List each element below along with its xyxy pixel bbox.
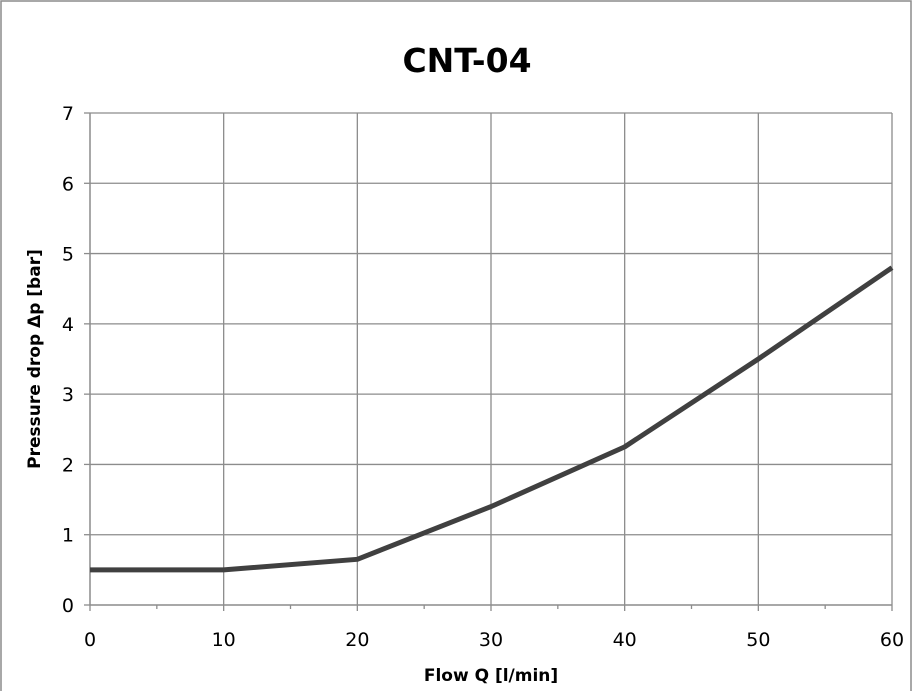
x-tick-label: 30	[479, 629, 503, 651]
tick-labels: 0 1 2 3 4 5 6 7 0 10 20 30 40 50 60	[62, 103, 904, 651]
series-group	[90, 265, 894, 573]
x-axis-title: Flow Q [l/min]	[424, 666, 558, 686]
x-tick-label: 20	[345, 629, 369, 651]
y-tick-label: 1	[62, 525, 74, 547]
y-tick-label: 3	[62, 384, 74, 406]
y-tick-label: 5	[62, 244, 74, 266]
chart-title: CNT-04	[402, 41, 531, 80]
y-tick-label: 2	[62, 454, 74, 476]
x-tick-label: 10	[212, 629, 236, 651]
x-tick-label: 40	[613, 629, 637, 651]
x-tick-label: 50	[746, 629, 770, 651]
y-tick-label: 4	[62, 314, 74, 336]
x-tick-label: 0	[84, 629, 96, 651]
y-axis-title: Pressure drop Δp [bar]	[25, 249, 45, 469]
y-tick-label: 6	[62, 173, 74, 195]
y-tick-label: 0	[62, 595, 74, 617]
gridlines	[90, 112, 893, 605]
x-tick-label: 60	[880, 629, 904, 651]
y-tick-label: 7	[62, 103, 74, 125]
axes	[84, 112, 893, 611]
series-line	[90, 265, 894, 573]
